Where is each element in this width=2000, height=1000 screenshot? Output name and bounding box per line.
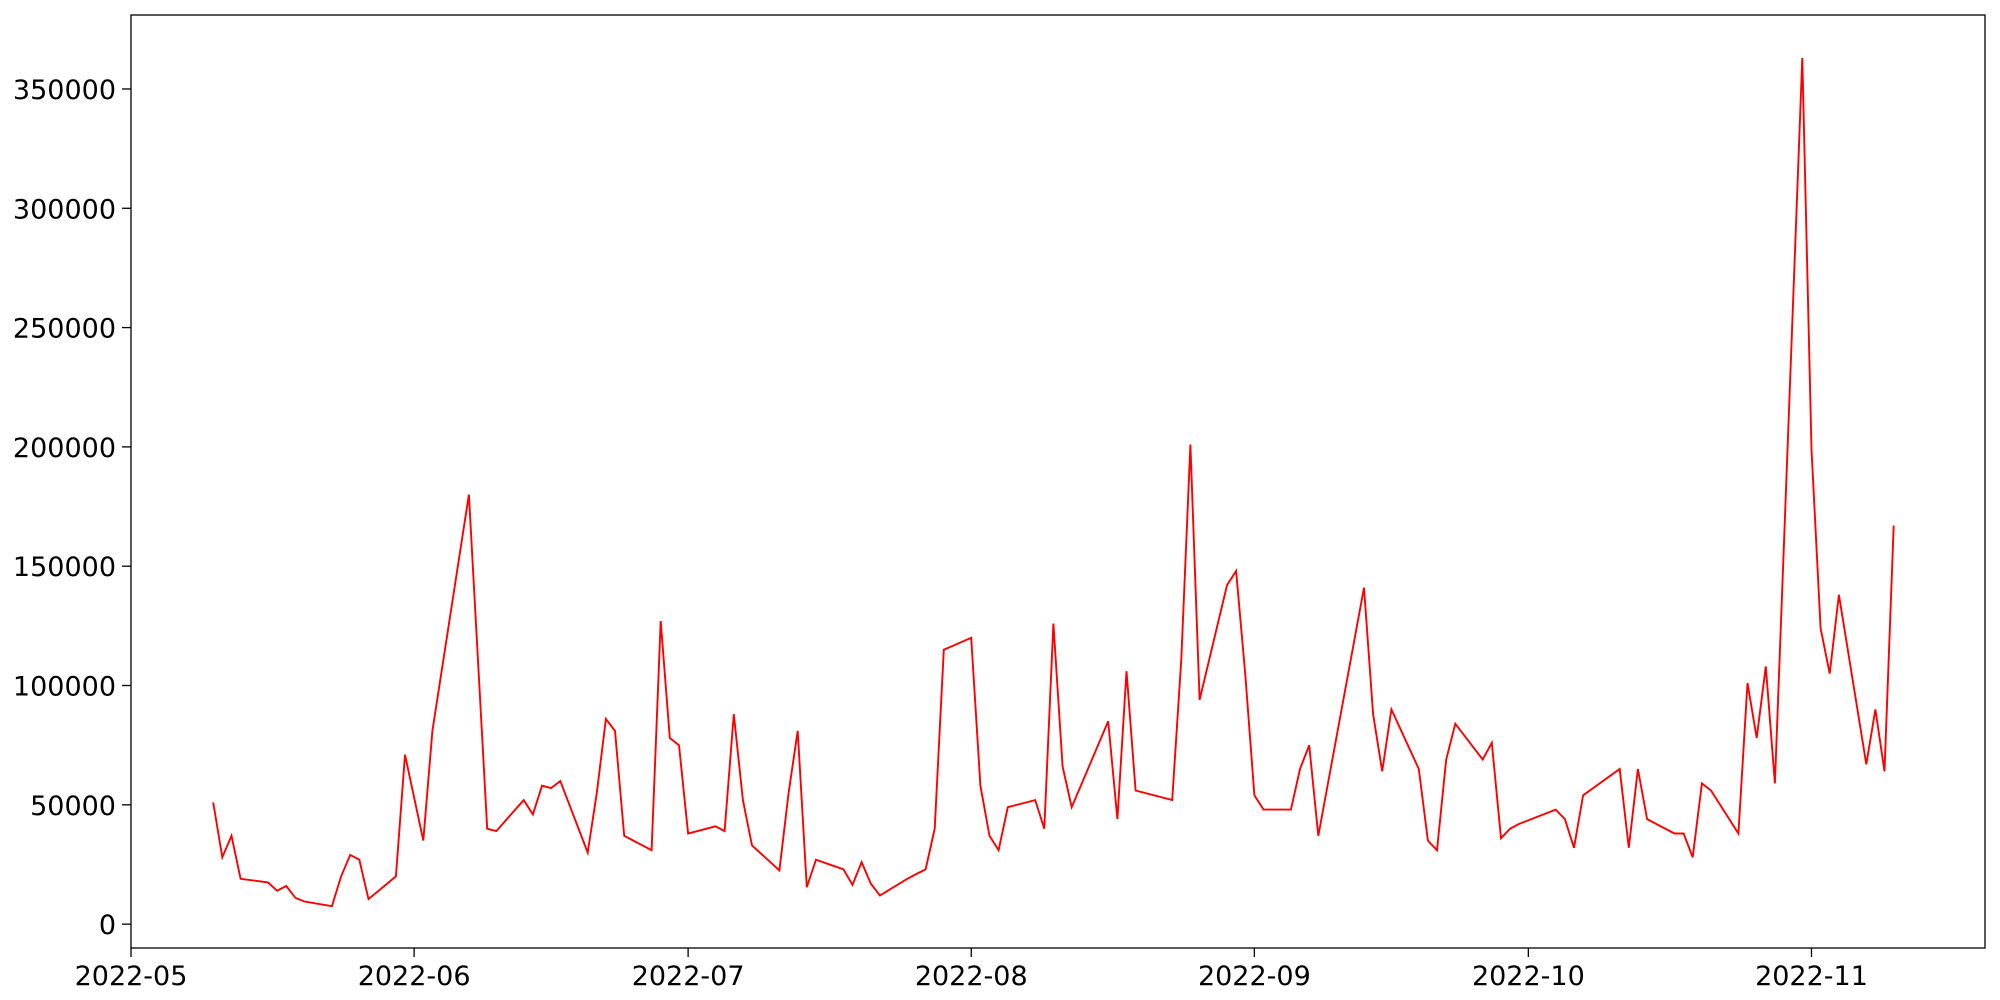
x-tick-label: 2022-10 [1472,961,1585,992]
series-layer [212,57,1895,908]
y-tick-label: 100000 [13,672,116,703]
y-tick-label: 250000 [13,314,116,345]
y-tick-label: 350000 [13,75,116,106]
y-tick-label: 300000 [13,194,116,225]
y-tick-label: 50000 [30,791,116,822]
y-tick-label: 150000 [13,552,116,583]
plot-frame [130,14,1986,949]
x-tick-label: 2022-05 [75,961,188,992]
axes-layer: 2022-05 2022-06 2022-07 2022-08 2022-09 2022-… [13,14,1986,992]
x-tick-label: 2022-06 [358,961,471,992]
y-tick-label: 0 [99,910,116,941]
y-tick-label: 200000 [13,433,116,464]
series-line [212,57,1895,908]
x-tick-label: 2022-07 [632,961,745,992]
x-tick-label: 2022-09 [1198,961,1311,992]
x-tick-label: 2022-11 [1755,961,1868,992]
x-tick-label: 2022-08 [915,961,1028,992]
